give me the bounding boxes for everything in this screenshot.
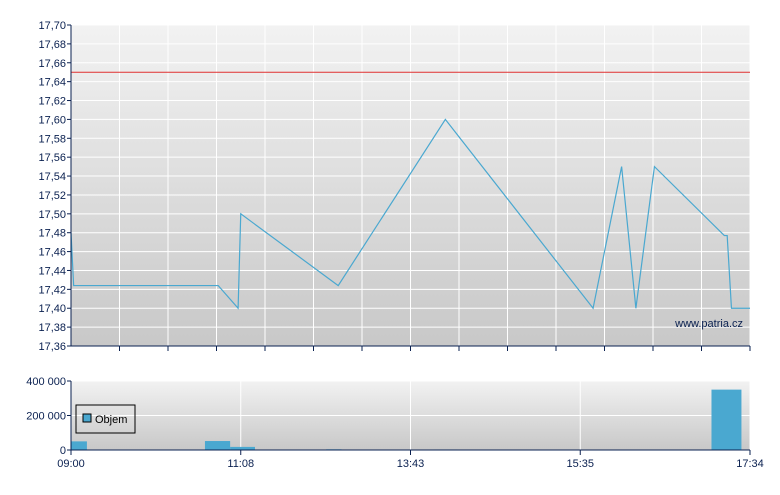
volume-x-tick-label: 17:34 [736, 458, 764, 470]
price-y-tick-label: 17,48 [38, 228, 66, 240]
price-y-tick-label: 17,70 [38, 20, 66, 32]
price-y-tick-label: 17,46 [38, 247, 66, 259]
volume-y-tick-label: 0 [60, 445, 66, 457]
price-y-tick-label: 17,44 [38, 265, 66, 277]
volume-y-tick-label: 200 000 [26, 411, 66, 423]
price-y-tick-label: 17,38 [38, 322, 66, 334]
price-y-tick-label: 17,66 [38, 58, 66, 70]
volume-x-tick-label: 13:43 [397, 458, 425, 470]
price-y-tick-label: 17,36 [38, 341, 66, 353]
volume-bar [230, 446, 255, 450]
price-y-tick-label: 17,64 [38, 77, 66, 89]
volume-bar [204, 441, 231, 450]
legend-label: Objem [95, 414, 127, 426]
watermark: www.patria.cz [674, 318, 743, 330]
volume-legend: Objem [75, 404, 136, 434]
price-y-tick-label: 17,50 [38, 209, 66, 221]
price-y-tick-label: 17,62 [38, 96, 66, 108]
volume-x-tick-label: 11:08 [227, 458, 254, 470]
price-y-tick-label: 17,68 [38, 39, 66, 51]
legend-swatch [82, 413, 92, 423]
volume-x-tick-label: 15:35 [566, 458, 594, 470]
price-y-tick-label: 17,58 [38, 133, 66, 145]
price-y-tick-label: 17,40 [38, 303, 66, 315]
price-y-tick-label: 17,52 [38, 190, 66, 202]
price-y-tick-label: 17,56 [38, 152, 66, 164]
price-line [70, 118, 750, 310]
volume-y-tick-label: 400 000 [26, 376, 66, 388]
price-y-tick-label: 17,54 [38, 171, 66, 183]
price-y-tick-label: 17,42 [38, 284, 66, 296]
volume-x-tick-label: 09:00 [57, 458, 85, 470]
price-y-tick-label: 17,60 [38, 114, 66, 126]
volume-bar [71, 441, 87, 450]
volume-bar [711, 389, 742, 450]
